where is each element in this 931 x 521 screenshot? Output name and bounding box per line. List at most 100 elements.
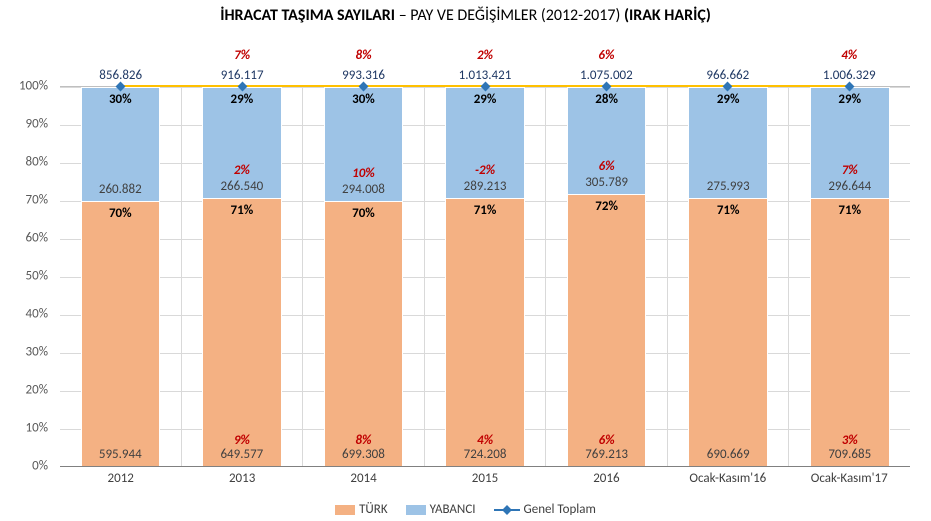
y-tick-label: 20%: [0, 383, 48, 398]
bar-segment-yabanci: 29%296.6447%: [811, 88, 889, 198]
plot-area: 30% 260.882 70% 595.944 29% 266.5402% 71% 649.5…: [60, 86, 910, 467]
top-annotation-slot: 4%1.006.329: [789, 30, 910, 86]
total-line-segment: [606, 85, 727, 87]
total-change-label: 2%: [477, 48, 493, 66]
turk-change-label: 3%: [811, 433, 889, 448]
yabanci-value-label: 260.882: [99, 182, 142, 197]
x-axis-label: Ocak-Kasım'16: [667, 467, 788, 491]
bar-segment-yabanci: 30% 260.882: [82, 88, 160, 201]
bar-slot: 30% 260.882 70% 595.944: [60, 87, 182, 467]
turk-value-label: 595.944: [99, 447, 142, 462]
yabanci-pct-label: 29%: [838, 92, 861, 107]
top-annotation-slot: 7% 916.117: [181, 30, 302, 86]
x-axis-label: 2012: [60, 467, 181, 491]
top-annotations-row: 856.8267%916.1178%993.3162%1.013.4216%1.…: [60, 30, 910, 86]
total-change-label: 6%: [598, 48, 614, 66]
bar-segment-turk: 70% 595.944: [82, 201, 160, 466]
y-tick-label: 60%: [0, 231, 48, 246]
yabanci-change-label: 10%: [325, 166, 403, 181]
yabanci-pct-label: 29%: [717, 92, 740, 107]
yabanci-value-label: 275.993: [707, 179, 750, 194]
turk-value-label: 769.213: [585, 447, 628, 462]
yabanci-value-label: 296.644: [828, 179, 871, 194]
turk-value-label: 649.577: [220, 447, 263, 462]
turk-pct-label: 71%: [717, 203, 740, 218]
bar: 30% 294.00810% 70% 699.3088%: [324, 87, 404, 467]
turk-pct-label: 70%: [109, 206, 132, 221]
top-annotation-slot: 856.826: [60, 30, 181, 86]
turk-change-label: 6%: [568, 433, 646, 448]
y-tick-label: 40%: [0, 307, 48, 322]
x-axis-label: 2015: [424, 467, 545, 491]
yabanci-change-label: -2%: [446, 163, 524, 178]
turk-pct-label: 71%: [231, 203, 254, 218]
y-tick-label: 30%: [0, 345, 48, 360]
y-tick-label: 90%: [0, 117, 48, 132]
turk-pct-label: 71%: [838, 203, 861, 218]
yabanci-value-label: 266.540: [220, 179, 263, 194]
legend-swatch-yabanci: [406, 505, 426, 515]
total-value-label: 966.662: [706, 68, 749, 86]
legend-item-turk: TÜRK: [335, 502, 388, 517]
title-part1: İHRACAT TAŞIMA SAYILARI: [220, 6, 395, 25]
legend-label-total: Genel Toplam: [524, 502, 596, 517]
bar: 28%305.7896% 72% 769.2136%: [567, 87, 647, 467]
bar: 29% 289.213-2% 71% 724.2084%: [445, 87, 525, 467]
y-tick-label: 100%: [0, 79, 48, 94]
turk-pct-label: 72%: [595, 199, 618, 214]
y-tick-label: 70%: [0, 193, 48, 208]
bar: 29%266.5402%71%649.5779%: [202, 87, 282, 467]
yabanci-pct-label: 29%: [474, 92, 497, 107]
legend-line-marker-icon: [494, 505, 520, 515]
bar-slot: 29%275.99371%690.669: [668, 87, 790, 467]
yabanci-pct-label: 30%: [352, 92, 375, 107]
turk-pct-label: 70%: [352, 206, 375, 221]
yabanci-pct-label: 30%: [109, 92, 132, 107]
total-value-label: 1.013.421: [459, 68, 512, 86]
yabanci-value-label: 294.008: [342, 182, 385, 197]
total-change-label: 8%: [356, 48, 372, 66]
bar-slot: 29%266.5402%71%649.5779%: [182, 87, 304, 467]
bar-slot: 28%305.7896% 72% 769.2136%: [546, 87, 668, 467]
bar: 29%296.6447%71%709.6853%: [810, 87, 890, 467]
x-axis: 20122013201420152016Ocak-Kasım'16Ocak-Ka…: [60, 466, 910, 491]
legend: TÜRK YABANCI Genel Toplam: [0, 502, 931, 517]
y-tick-label: 0%: [0, 459, 48, 474]
x-axis-label: Ocak-Kasım'17: [789, 467, 910, 491]
turk-change-label: 4%: [446, 433, 524, 448]
turk-pct-label: 71%: [474, 203, 497, 218]
x-axis-label: 2016: [546, 467, 667, 491]
bar: 30% 260.882 70% 595.944: [81, 87, 161, 467]
total-line-segment: [728, 85, 849, 87]
x-axis-label: 2014: [303, 467, 424, 491]
y-tick-label: 80%: [0, 155, 48, 170]
yabanci-value-label: 289.213: [464, 179, 507, 194]
total-value-label: 993.316: [342, 68, 385, 86]
bars-row: 30% 260.882 70% 595.944 29% 266.5402% 71% 649.5…: [60, 87, 910, 467]
bar-segment-yabanci: 28%305.7896%: [568, 88, 646, 194]
bar: 29%275.99371%690.669: [688, 87, 768, 467]
bar-segment-turk: 71% 724.2084%: [446, 198, 524, 466]
turk-change-label: 8%: [325, 433, 403, 448]
turk-value-label: 709.685: [828, 447, 871, 462]
bar-slot: 30% 294.00810% 70% 699.3088%: [303, 87, 425, 467]
total-line-overlay: [60, 85, 910, 87]
total-change-label: 7%: [234, 48, 250, 66]
bar-slot: 29%296.6447%71%709.6853%: [789, 87, 910, 467]
y-tick-label: 50%: [0, 269, 48, 284]
total-value-label: 916.117: [221, 68, 264, 86]
total-line-segment: [485, 85, 606, 87]
bar-segment-turk: 70% 699.3088%: [325, 201, 403, 466]
yabanci-change-label: 2%: [203, 163, 281, 178]
bar-segment-yabanci: 29% 289.213-2%: [446, 88, 524, 198]
yabanci-pct-label: 28%: [595, 92, 618, 107]
title-part2: PAY VE DEĞİŞİMLER (2012-2017): [410, 6, 620, 25]
top-annotation-slot: 2% 1.013.421: [424, 30, 545, 86]
total-line-segment: [242, 85, 363, 87]
turk-value-label: 724.208: [464, 447, 507, 462]
bar-segment-turk: 72% 769.2136%: [568, 194, 646, 466]
top-annotation-slot: 966.662: [667, 30, 788, 86]
turk-change-label: 9%: [203, 433, 281, 448]
turk-value-label: 699.308: [342, 447, 385, 462]
legend-label-turk: TÜRK: [359, 502, 388, 517]
